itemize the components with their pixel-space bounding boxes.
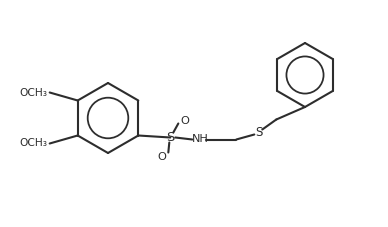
Text: S: S — [166, 131, 175, 144]
Text: O: O — [158, 151, 167, 161]
Text: O: O — [181, 116, 190, 126]
Text: S: S — [256, 126, 263, 139]
Text: OCH₃: OCH₃ — [20, 87, 48, 98]
Text: NH: NH — [192, 135, 209, 145]
Text: OCH₃: OCH₃ — [20, 138, 48, 148]
